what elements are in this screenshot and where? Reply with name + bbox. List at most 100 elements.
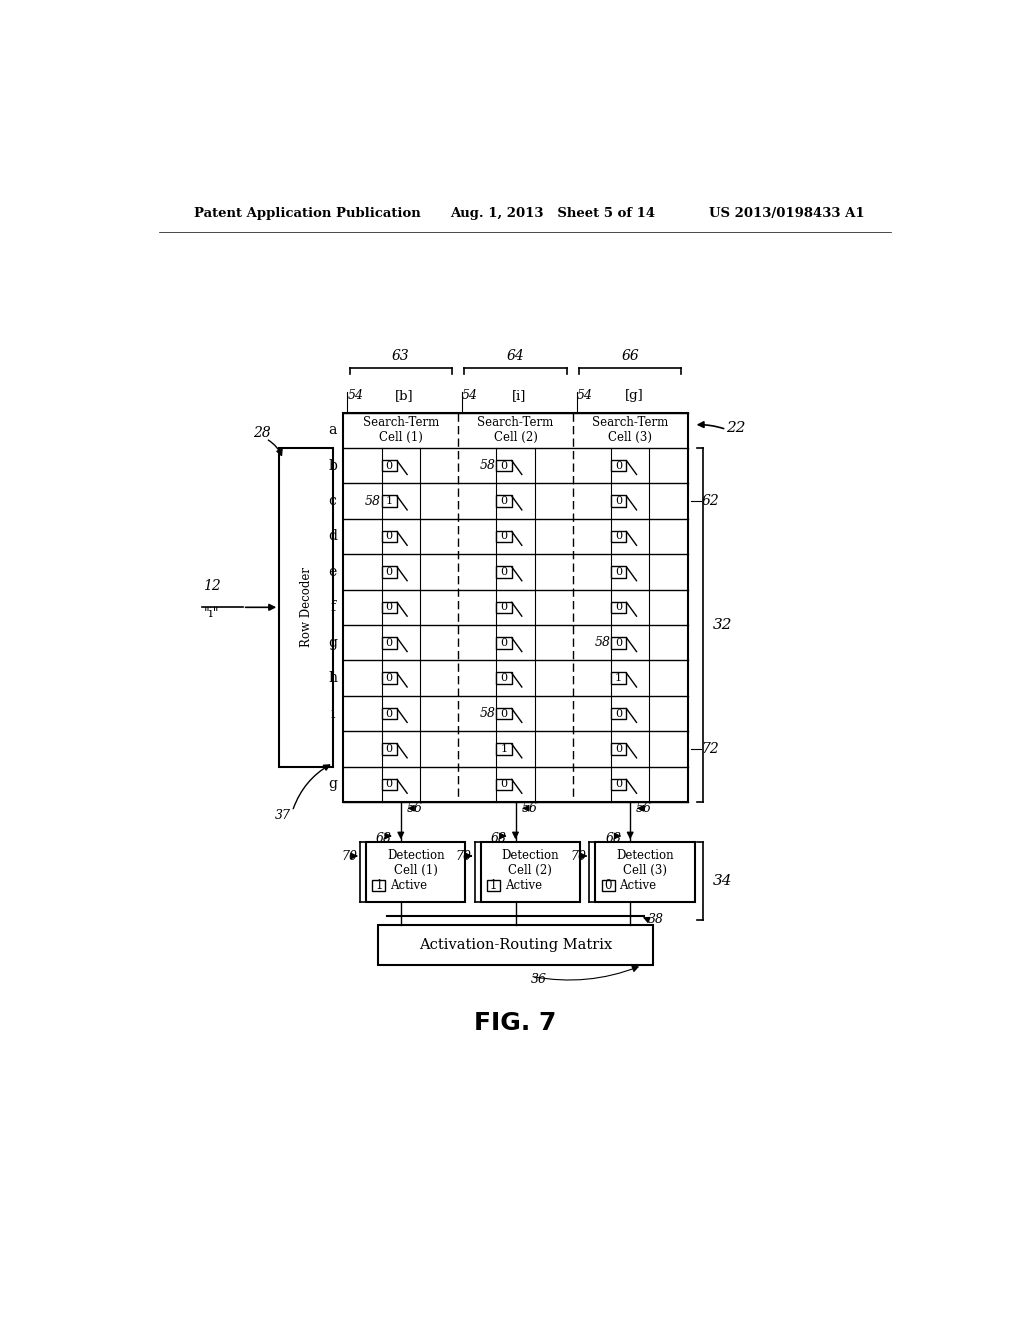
Text: 37: 37 (275, 809, 291, 822)
Text: FIG. 7: FIG. 7 (474, 1011, 557, 1035)
Bar (497, 602, 512, 612)
Text: b: b (328, 458, 337, 473)
Bar (611, 531, 627, 543)
Text: Active: Active (505, 879, 542, 892)
Text: Detection
Cell (1): Detection Cell (1) (387, 849, 444, 876)
Text: 0: 0 (501, 461, 508, 471)
Text: 0: 0 (386, 532, 393, 541)
Text: •: • (331, 739, 335, 746)
Bar (382, 779, 397, 791)
Text: Row Decoder: Row Decoder (300, 568, 312, 647)
Text: 58: 58 (479, 459, 496, 473)
Text: 22: 22 (726, 421, 745, 434)
Text: 0: 0 (615, 744, 623, 754)
Text: 0: 0 (615, 709, 623, 718)
Text: 0: 0 (501, 566, 508, 577)
Text: g: g (328, 777, 337, 792)
Text: Detection
Cell (2): Detection Cell (2) (502, 849, 559, 876)
Bar (382, 495, 397, 507)
Text: 56: 56 (521, 801, 538, 814)
Bar (382, 459, 397, 471)
Bar (497, 743, 512, 755)
Text: 0: 0 (501, 779, 508, 789)
Text: 1: 1 (386, 496, 393, 506)
Bar (497, 779, 512, 791)
Text: 54: 54 (462, 389, 478, 403)
Bar (497, 672, 512, 684)
Bar (497, 708, 512, 719)
Text: i: i (331, 706, 335, 721)
Bar (602, 880, 614, 891)
Text: 54: 54 (347, 389, 364, 403)
Text: 34: 34 (713, 874, 732, 888)
Text: 1: 1 (501, 744, 508, 754)
Text: 64: 64 (507, 348, 524, 363)
Bar (611, 638, 627, 648)
Text: Active: Active (620, 879, 656, 892)
Text: Aug. 1, 2013   Sheet 5 of 14: Aug. 1, 2013 Sheet 5 of 14 (450, 207, 654, 220)
Bar (611, 779, 627, 791)
Text: 72: 72 (701, 742, 719, 756)
Text: a: a (329, 424, 337, 437)
Text: 12: 12 (203, 578, 220, 593)
Text: e: e (329, 565, 337, 579)
Bar (382, 638, 397, 648)
Text: 0: 0 (615, 496, 623, 506)
Text: Search-Term
Cell (3): Search-Term Cell (3) (592, 416, 669, 444)
Text: 0: 0 (615, 461, 623, 471)
Bar (611, 708, 627, 719)
Text: 70: 70 (570, 850, 587, 862)
Text: •: • (331, 748, 335, 755)
Text: [g]: [g] (625, 389, 643, 403)
Bar (497, 531, 512, 543)
Text: Search-Term
Cell (1): Search-Term Cell (1) (362, 416, 439, 444)
Text: 0: 0 (501, 709, 508, 718)
Bar (497, 638, 512, 648)
Bar (611, 743, 627, 755)
Bar (481, 842, 580, 903)
Text: 62: 62 (701, 494, 719, 508)
Text: 56: 56 (407, 801, 423, 814)
Text: 32: 32 (713, 618, 732, 632)
Bar (611, 459, 627, 471)
Text: Search-Term
Cell (2): Search-Term Cell (2) (477, 416, 554, 444)
Text: 0: 0 (501, 496, 508, 506)
Bar (343, 413, 687, 803)
Text: Patent Application Publication: Patent Application Publication (194, 207, 421, 220)
Text: c: c (329, 494, 337, 508)
Bar (611, 566, 627, 578)
Text: 0: 0 (615, 638, 623, 648)
Text: 0: 0 (615, 532, 623, 541)
Text: 0: 0 (615, 566, 623, 577)
Bar (382, 708, 397, 719)
Bar (378, 925, 653, 965)
Text: 1: 1 (615, 673, 623, 684)
Text: d: d (328, 529, 337, 544)
Text: 0: 0 (501, 638, 508, 648)
Text: 0: 0 (615, 779, 623, 789)
Text: 0: 0 (501, 532, 508, 541)
Text: 70: 70 (341, 850, 357, 862)
Text: 58: 58 (594, 636, 610, 649)
Bar (373, 880, 385, 891)
Bar (497, 566, 512, 578)
Bar (280, 447, 334, 767)
Text: 0: 0 (615, 602, 623, 612)
Text: [b]: [b] (395, 389, 414, 403)
Text: Detection
Cell (3): Detection Cell (3) (616, 849, 674, 876)
Text: 0: 0 (386, 566, 393, 577)
Text: 0: 0 (386, 461, 393, 471)
Text: 63: 63 (392, 348, 410, 363)
Text: 58: 58 (365, 495, 381, 508)
Bar (487, 880, 500, 891)
Text: 70: 70 (456, 850, 472, 862)
Text: "i": "i" (204, 607, 219, 620)
Bar (611, 602, 627, 612)
Bar (382, 602, 397, 612)
Text: h: h (328, 671, 337, 685)
Text: 0: 0 (501, 602, 508, 612)
Text: 28: 28 (253, 425, 271, 440)
Bar (367, 842, 465, 903)
Text: 0: 0 (386, 744, 393, 754)
Text: 0: 0 (386, 779, 393, 789)
